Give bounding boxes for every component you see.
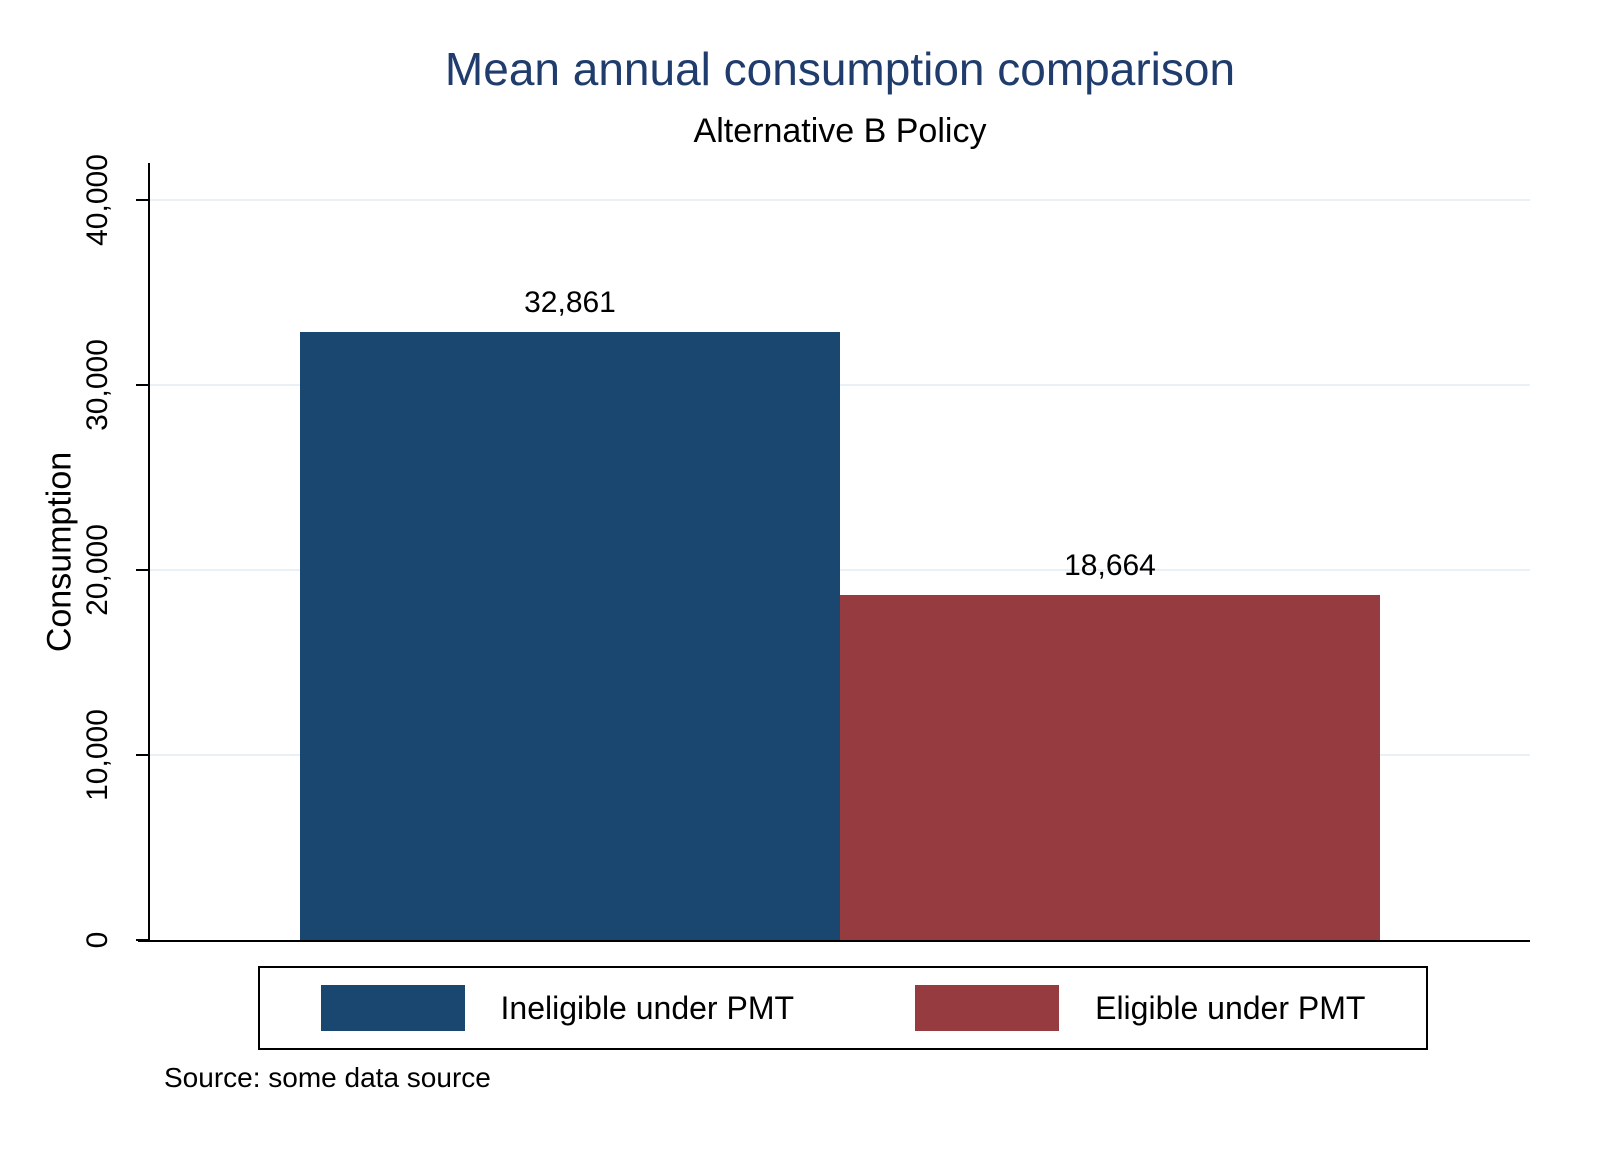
y-axis-label: Consumption (40, 451, 79, 653)
bar-value-label: 18,664 (1064, 548, 1156, 582)
bar-ineligible (300, 332, 840, 940)
y-tick-mark (136, 939, 150, 941)
gridline (150, 569, 1530, 571)
y-tick-mark (136, 569, 150, 571)
legend: Ineligible under PMT Eligible under PMT (258, 966, 1428, 1050)
legend-item: Eligible under PMT (915, 985, 1365, 1031)
legend-swatch (320, 985, 465, 1031)
y-tick-label: 30,000 (81, 339, 114, 431)
y-tick-mark (136, 199, 150, 201)
y-axis-line (148, 163, 150, 942)
y-tick-label: 40,000 (81, 154, 114, 246)
x-axis-line (138, 940, 1530, 942)
chart-subtitle: Alternative B Policy (693, 112, 987, 150)
bar-value-label: 32,861 (524, 286, 616, 320)
source-note: Source: some data source (164, 1062, 491, 1093)
gridline (150, 199, 1530, 201)
legend-item: Ineligible under PMT (320, 985, 795, 1031)
y-tick-label: 0 (81, 931, 114, 949)
y-tick-label: 10,000 (81, 709, 114, 801)
legend-label: Eligible under PMT (1095, 989, 1366, 1026)
bar-eligible (840, 594, 1380, 940)
plot-area: 32,861 18,664 (150, 163, 1530, 940)
gridline (150, 384, 1530, 386)
chart-title: Mean annual consumption comparison (444, 43, 1236, 95)
y-tick-label: 20,000 (81, 524, 114, 616)
y-tick-mark (136, 384, 150, 386)
y-tick-mark (136, 754, 150, 756)
legend-swatch (915, 985, 1060, 1031)
legend-label: Ineligible under PMT (500, 989, 795, 1026)
